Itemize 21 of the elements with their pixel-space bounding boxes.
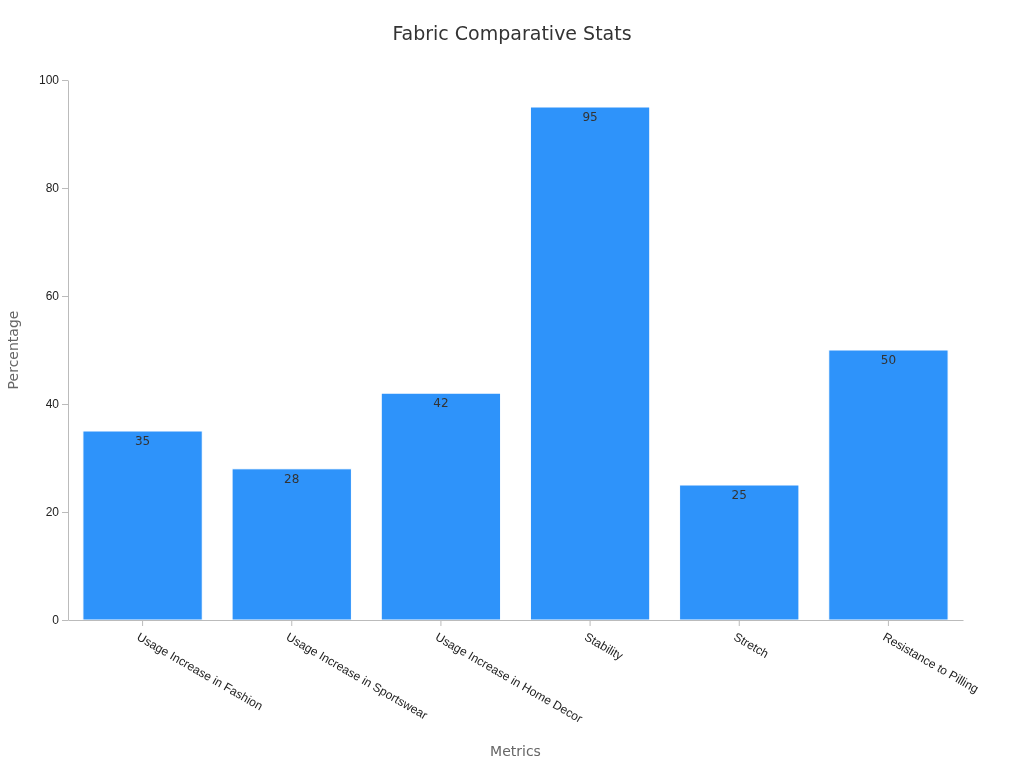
bar bbox=[529, 106, 651, 621]
y-tick-label: 80 bbox=[45, 181, 60, 196]
x-axis-title: Metrics bbox=[490, 743, 541, 759]
data-label: 95 bbox=[582, 110, 598, 124]
bar bbox=[380, 392, 502, 621]
bar bbox=[828, 349, 949, 621]
bar bbox=[231, 468, 352, 621]
y-axis-title: Percentage bbox=[5, 310, 21, 390]
y-tick-label: 0 bbox=[52, 613, 60, 628]
data-label: 28 bbox=[284, 471, 300, 486]
y-tick-label: 20 bbox=[45, 505, 60, 520]
y-tick-label: 40 bbox=[45, 397, 60, 412]
bar bbox=[679, 484, 800, 621]
chart-title: Fabric Comparative Stats bbox=[392, 22, 632, 44]
data-label: 50 bbox=[880, 353, 897, 367]
bar bbox=[82, 430, 203, 621]
y-tick-label: 60 bbox=[45, 289, 60, 304]
data-label: 35 bbox=[134, 434, 151, 448]
data-label: 42 bbox=[433, 396, 449, 411]
y-tick-label: 100 bbox=[38, 73, 60, 88]
data-label: 25 bbox=[731, 488, 747, 502]
